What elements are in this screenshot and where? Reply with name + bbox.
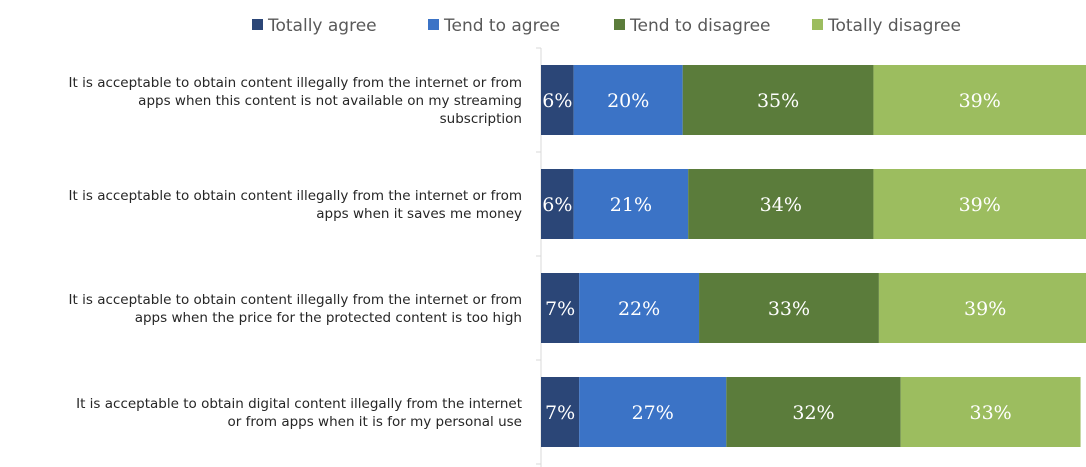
category-label: It is acceptable to obtain digital conte… — [76, 396, 522, 430]
bar-segment — [579, 273, 700, 343]
legend-label: Tend to agree — [443, 16, 560, 36]
bar-segment — [541, 377, 580, 447]
category-label-line: apps when this content is not available … — [138, 93, 522, 109]
bar-segment — [699, 273, 879, 343]
data-label: 34% — [760, 194, 802, 216]
bar-segment — [541, 169, 574, 239]
data-labels: 6% 20% 35% 39% 6% 21% 34% 39% 7% 22% 33% 39% 7% 27% 32… — [542, 90, 1011, 424]
legend-swatch — [252, 19, 263, 30]
data-label: 39% — [959, 90, 1001, 112]
bar-segment — [682, 65, 874, 135]
category-label-line: subscription — [440, 111, 522, 127]
data-label: 22% — [618, 298, 660, 320]
bar-segment — [873, 65, 1086, 135]
bars — [541, 65, 1086, 447]
legend: Totally agree Tend to agree Tend to disagr… — [252, 16, 961, 36]
data-label: 39% — [964, 298, 1006, 320]
category-label: It is acceptable to obtain content illeg… — [69, 75, 522, 127]
bar-segment — [688, 169, 874, 239]
legend-swatch — [428, 19, 439, 30]
data-label: 32% — [792, 402, 834, 424]
category-labels: It is acceptable to obtain content illeg… — [69, 75, 522, 430]
category-label: It is acceptable to obtain content illeg… — [69, 188, 522, 222]
data-label: 33% — [768, 298, 810, 320]
bar-segment — [878, 273, 1086, 343]
category-label-line: apps when it saves me money — [316, 206, 522, 222]
category-label-line: It is acceptable to obtain content illeg… — [69, 188, 522, 204]
bar-segment — [579, 377, 727, 447]
bar-segment — [726, 377, 901, 447]
category-axis-ticks — [536, 47, 541, 465]
category-label-line: It is acceptable to obtain digital conte… — [76, 396, 522, 412]
bar-segment — [573, 65, 683, 135]
legend-label: Totally disagree — [827, 16, 961, 36]
data-label: 7% — [545, 402, 575, 424]
category-label-line: apps when the price for the protected co… — [135, 310, 522, 326]
data-label: 33% — [970, 402, 1012, 424]
data-label: 7% — [545, 298, 575, 320]
category-label-line: It is acceptable to obtain content illeg… — [69, 292, 522, 308]
data-label: 6% — [542, 194, 572, 216]
bar-segment — [541, 65, 574, 135]
category-label-line: or from apps when it is for my personal … — [228, 414, 522, 430]
bar-segment — [900, 377, 1081, 447]
data-label: 39% — [959, 194, 1001, 216]
data-label: 21% — [610, 194, 652, 216]
category-label: It is acceptable to obtain content illeg… — [69, 292, 522, 326]
legend-swatch — [812, 19, 823, 30]
legend-label: Totally agree — [267, 16, 377, 36]
data-label: 27% — [632, 402, 674, 424]
bar-segment — [873, 169, 1086, 239]
legend-swatch — [614, 19, 625, 30]
data-label: 20% — [607, 90, 649, 112]
data-label: 6% — [542, 90, 572, 112]
bar-segment — [573, 169, 689, 239]
bar-segment — [541, 273, 580, 343]
legend-label: Tend to disagree — [629, 16, 771, 36]
data-label: 35% — [757, 90, 799, 112]
category-label-line: It is acceptable to obtain content illeg… — [69, 75, 522, 91]
